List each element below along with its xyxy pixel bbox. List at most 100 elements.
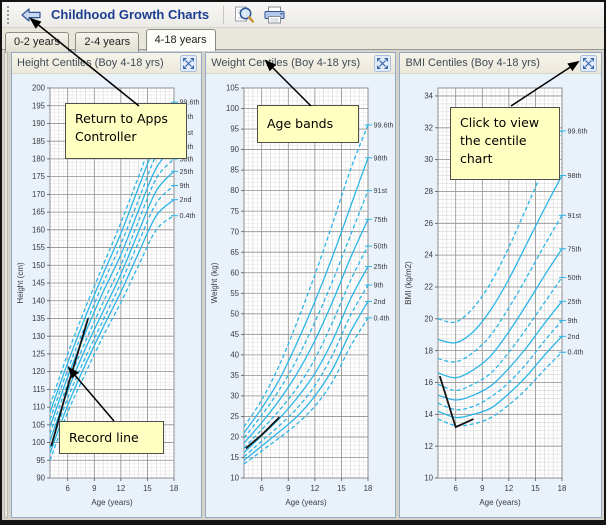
panel-title-weight: Weight Centiles (Boy 4-18 yrs) bbox=[211, 57, 361, 69]
svg-text:32: 32 bbox=[425, 123, 434, 132]
expand-icon bbox=[580, 54, 597, 75]
svg-text:175: 175 bbox=[32, 172, 46, 181]
svg-text:50th: 50th bbox=[568, 273, 582, 282]
tab-2-4-years[interactable]: 2-4 years bbox=[75, 32, 140, 52]
back-arrow-icon bbox=[20, 7, 42, 26]
svg-text:91st: 91st bbox=[568, 211, 582, 220]
app-title: Childhood Growth Charts bbox=[51, 7, 210, 22]
svg-text:15: 15 bbox=[337, 484, 346, 493]
svg-text:6: 6 bbox=[454, 484, 458, 493]
expand-button[interactable] bbox=[179, 54, 198, 73]
print-button[interactable] bbox=[261, 5, 288, 25]
svg-text:18: 18 bbox=[558, 484, 567, 493]
svg-text:30: 30 bbox=[425, 155, 434, 164]
svg-text:15: 15 bbox=[143, 484, 152, 493]
zoom-preview-button[interactable] bbox=[232, 4, 256, 25]
expand-button[interactable] bbox=[579, 54, 598, 73]
toolbar: Childhood Growth Charts bbox=[2, 2, 604, 28]
svg-text:100: 100 bbox=[226, 104, 240, 113]
svg-text:70: 70 bbox=[231, 227, 240, 236]
expand-button[interactable] bbox=[373, 54, 392, 73]
tab-0-2-years[interactable]: 0-2 years bbox=[5, 32, 69, 52]
svg-text:BMI (kg/m2): BMI (kg/m2) bbox=[404, 261, 413, 305]
svg-text:35: 35 bbox=[231, 371, 240, 380]
svg-text:65: 65 bbox=[231, 248, 240, 257]
svg-text:Age (years): Age (years) bbox=[286, 498, 328, 507]
svg-text:9: 9 bbox=[286, 484, 290, 493]
svg-text:135: 135 bbox=[32, 314, 46, 323]
svg-text:95: 95 bbox=[36, 456, 45, 465]
svg-text:25: 25 bbox=[231, 412, 240, 421]
svg-text:180: 180 bbox=[32, 155, 46, 164]
svg-text:75th: 75th bbox=[568, 244, 582, 253]
svg-text:15: 15 bbox=[231, 453, 240, 462]
svg-text:12: 12 bbox=[311, 484, 320, 493]
expand-icon bbox=[180, 54, 198, 75]
panel-title-bmi: BMI Centiles (Boy 4-18 yrs) bbox=[405, 57, 540, 69]
svg-text:12: 12 bbox=[117, 484, 126, 493]
svg-text:28: 28 bbox=[425, 187, 434, 196]
svg-text:185: 185 bbox=[32, 137, 46, 146]
svg-text:195: 195 bbox=[32, 101, 46, 110]
tab-4-18-years[interactable]: 4-18 years bbox=[145, 29, 216, 51]
svg-text:115: 115 bbox=[33, 385, 46, 394]
svg-text:130: 130 bbox=[32, 332, 46, 341]
svg-text:6: 6 bbox=[260, 484, 264, 493]
svg-text:160: 160 bbox=[32, 225, 46, 234]
svg-text:90: 90 bbox=[36, 474, 45, 483]
panel-title-height: Height Centiles (Boy 4-18 yrs) bbox=[17, 57, 164, 69]
callout-age-bands: Age bands bbox=[257, 105, 359, 143]
svg-text:105: 105 bbox=[32, 420, 46, 429]
svg-text:Height (cm): Height (cm) bbox=[16, 262, 25, 304]
toolbar-separator bbox=[223, 5, 225, 24]
panel-header: Height Centiles (Boy 4-18 yrs) bbox=[12, 53, 202, 74]
tab-bar: 0-2 years 2-4 years 4-18 years bbox=[2, 28, 604, 52]
panel-body: 99.6th 98th 91st 75th 50th 25th 9th 2nd 0.4th 10 1… bbox=[206, 74, 395, 517]
svg-text:16: 16 bbox=[425, 378, 434, 387]
svg-text:190: 190 bbox=[32, 119, 46, 128]
svg-text:105: 105 bbox=[226, 84, 240, 93]
weight-centiles-chart[interactable]: 99.6th 98th 91st 75th 50th 25th 9th 2nd 0.4th 10 1… bbox=[208, 76, 395, 514]
callout-return-to-apps: Return to Apps Controller bbox=[65, 103, 187, 159]
splitter-strip[interactable] bbox=[4, 52, 8, 518]
svg-text:50: 50 bbox=[231, 309, 240, 318]
svg-text:40: 40 bbox=[231, 350, 240, 359]
svg-text:0.4th: 0.4th bbox=[568, 348, 584, 357]
svg-text:55: 55 bbox=[231, 289, 240, 298]
svg-text:Weight (kg): Weight (kg) bbox=[210, 262, 219, 303]
svg-text:12: 12 bbox=[505, 484, 514, 493]
svg-text:25th: 25th bbox=[180, 167, 194, 176]
svg-text:2nd: 2nd bbox=[374, 297, 386, 306]
magnifier-icon bbox=[234, 6, 255, 27]
svg-text:90: 90 bbox=[231, 145, 240, 154]
svg-text:125: 125 bbox=[32, 350, 46, 359]
svg-text:9th: 9th bbox=[568, 316, 578, 325]
svg-text:2nd: 2nd bbox=[568, 332, 580, 341]
svg-text:26: 26 bbox=[425, 219, 434, 228]
svg-text:20: 20 bbox=[231, 433, 240, 442]
callout-click-to-view: Click to view the centile chart bbox=[450, 107, 560, 180]
svg-text:30: 30 bbox=[231, 391, 240, 400]
svg-text:22: 22 bbox=[425, 283, 434, 292]
svg-text:10: 10 bbox=[425, 474, 434, 483]
svg-text:9: 9 bbox=[92, 484, 96, 493]
svg-text:99.6th: 99.6th bbox=[180, 98, 200, 107]
svg-text:50th: 50th bbox=[374, 242, 388, 251]
svg-text:Age (years): Age (years) bbox=[480, 498, 522, 507]
svg-text:200: 200 bbox=[32, 84, 46, 93]
svg-text:85: 85 bbox=[231, 166, 240, 175]
svg-text:18: 18 bbox=[364, 484, 373, 493]
drag-grip[interactable] bbox=[7, 5, 11, 24]
svg-text:18: 18 bbox=[425, 346, 434, 355]
svg-text:15: 15 bbox=[532, 484, 541, 493]
svg-text:98th: 98th bbox=[568, 171, 582, 180]
svg-text:165: 165 bbox=[32, 208, 46, 217]
svg-text:145: 145 bbox=[32, 279, 46, 288]
svg-text:99.6th: 99.6th bbox=[568, 126, 588, 135]
svg-text:24: 24 bbox=[425, 251, 434, 260]
svg-text:12: 12 bbox=[425, 442, 434, 451]
panel-header: Weight Centiles (Boy 4-18 yrs) bbox=[206, 53, 396, 74]
back-button[interactable] bbox=[18, 6, 44, 24]
svg-text:9th: 9th bbox=[374, 281, 384, 290]
